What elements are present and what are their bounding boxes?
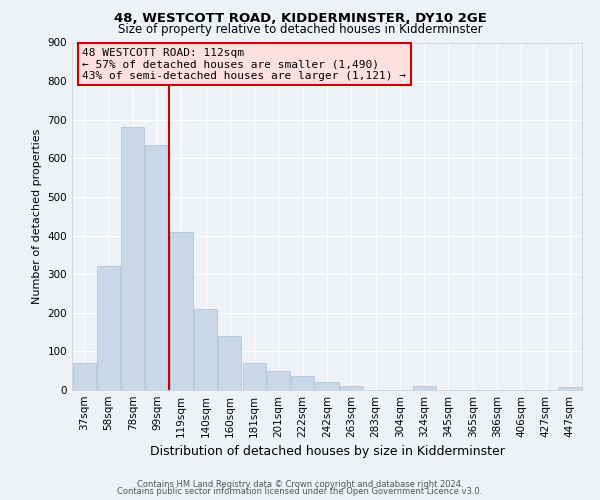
Bar <box>242 363 266 390</box>
Bar <box>413 386 436 390</box>
Bar <box>170 232 193 390</box>
Bar <box>121 128 144 390</box>
Bar <box>340 386 363 390</box>
Bar <box>194 309 217 390</box>
Bar <box>316 382 338 390</box>
Bar <box>267 372 290 390</box>
Y-axis label: Number of detached properties: Number of detached properties <box>32 128 42 304</box>
Bar <box>73 363 95 390</box>
Bar <box>97 266 120 390</box>
Bar <box>218 336 241 390</box>
Bar <box>145 145 169 390</box>
Bar <box>559 388 581 390</box>
Text: Contains public sector information licensed under the Open Government Licence v3: Contains public sector information licen… <box>118 487 482 496</box>
Text: Contains HM Land Registry data © Crown copyright and database right 2024.: Contains HM Land Registry data © Crown c… <box>137 480 463 489</box>
Text: 48, WESTCOTT ROAD, KIDDERMINSTER, DY10 2GE: 48, WESTCOTT ROAD, KIDDERMINSTER, DY10 2… <box>113 12 487 26</box>
Bar <box>291 376 314 390</box>
Text: 48 WESTCOTT ROAD: 112sqm
← 57% of detached houses are smaller (1,490)
43% of sem: 48 WESTCOTT ROAD: 112sqm ← 57% of detach… <box>82 48 406 81</box>
Text: Size of property relative to detached houses in Kidderminster: Size of property relative to detached ho… <box>118 22 482 36</box>
X-axis label: Distribution of detached houses by size in Kidderminster: Distribution of detached houses by size … <box>149 446 505 458</box>
